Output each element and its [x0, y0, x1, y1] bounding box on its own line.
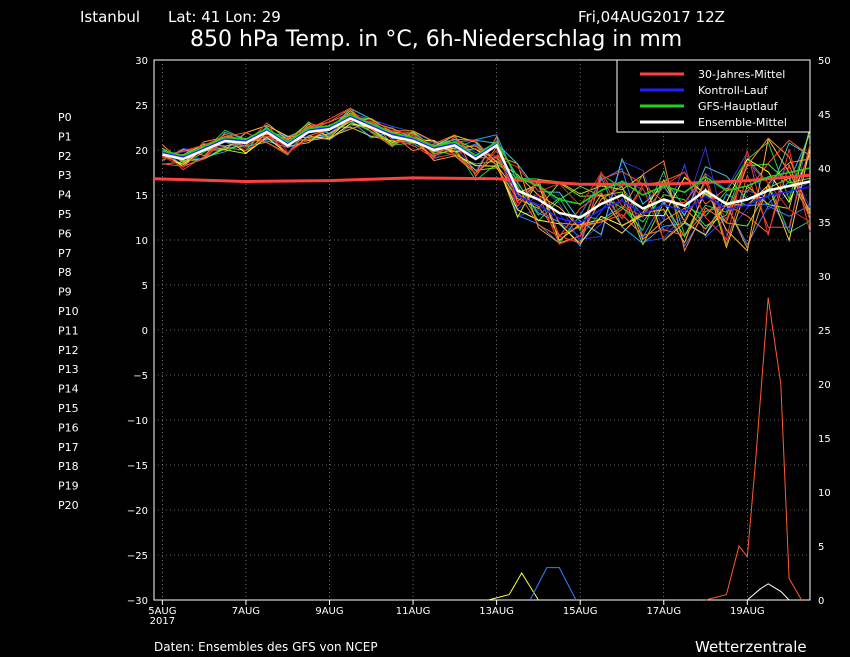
member-label: P12 [58, 344, 79, 357]
member-label: P8 [58, 266, 72, 279]
x-tick-label: 15AUG [563, 606, 598, 617]
x-tick-label: 19AUG [730, 606, 765, 617]
legend-label: GFS-Hauptlauf [698, 100, 779, 113]
legend: 30-Jahres-Mittel Kontroll-Lauf GFS-Hauptla… [616, 59, 811, 133]
member-label: P9 [58, 286, 72, 299]
climate-mean-line [153, 173, 811, 186]
y-right-tick-label: 25 [818, 326, 831, 337]
member-label: P1 [58, 130, 72, 143]
legend-label: 30-Jahres-Mittel [698, 68, 785, 81]
member-line [162, 123, 811, 245]
y-right-ticks: 0 5 10 15 20 25 30 35 40 45 50 [818, 56, 831, 607]
precip-blip-line [529, 567, 577, 601]
y-right-tick-label: 30 [818, 272, 831, 283]
member-label: P18 [58, 460, 79, 473]
gfs-main-line [162, 114, 811, 205]
y-left-tick-label: −15 [127, 461, 148, 472]
legend-box [616, 59, 811, 133]
chart-title: 850 hPa Temp. in °C, 6h-Niederschlag in … [190, 27, 682, 52]
run-label: Fri,04AUG2017 12Z [578, 8, 725, 26]
y-left-tick-label: 20 [135, 146, 148, 157]
precip-blip-line [746, 583, 790, 601]
member-label: P13 [58, 363, 79, 376]
y-right-tick-label: 40 [818, 164, 831, 175]
precip-series [488, 297, 803, 601]
member-label: P14 [58, 383, 79, 396]
member-label: P2 [58, 150, 72, 163]
y-left-tick-label: 30 [135, 56, 148, 67]
member-label: P7 [58, 247, 72, 260]
y-right-tick-label: 10 [818, 488, 831, 499]
source-label: Daten: Ensembles des GFS von NCEP [154, 640, 378, 654]
y-left-tick-label: −20 [127, 506, 148, 517]
member-label: P10 [58, 305, 79, 318]
y-left-tick-label: 5 [142, 281, 148, 292]
location-label: Istanbul [80, 8, 140, 26]
y-left-tick-label: −10 [127, 416, 148, 427]
precip-line [705, 297, 803, 601]
x-tick-label: 7AUG [232, 606, 260, 617]
x-tick-label: 5AUG [148, 606, 176, 617]
y-left-tick-label: −25 [127, 551, 148, 562]
legend-label: Kontroll-Lauf [698, 84, 769, 97]
x-tick-label: 9AUG [315, 606, 343, 617]
coords-label: Lat: 41 Lon: 29 [168, 8, 281, 26]
y-right-tick-label: 0 [818, 596, 824, 607]
y-left-tick-label: −5 [133, 371, 148, 382]
x-tick-sublabel: 2017 [150, 616, 175, 627]
member-label: P3 [58, 169, 72, 182]
precip-blip-line [488, 572, 539, 601]
y-left-tick-label: 10 [135, 236, 148, 247]
member-label: P16 [58, 421, 79, 434]
y-right-tick-label: 5 [818, 542, 824, 553]
member-line [162, 117, 811, 245]
control-run-line [162, 115, 811, 224]
x-tick-label: 13AUG [479, 606, 514, 617]
member-label: P20 [58, 499, 79, 512]
grid [154, 60, 810, 600]
member-labels: P0 P1 P2 P3 P4 P5 P6 P7 P8 P9 P10 P11 P12 P13 P14 P15 P1… [58, 111, 79, 512]
member-label: P11 [58, 324, 79, 337]
brand-label: Wetterzentrale [695, 638, 807, 656]
member-label: P19 [58, 480, 79, 493]
x-tick-label: 17AUG [646, 606, 681, 617]
ensemble-mean-line [162, 117, 811, 219]
member-label: P0 [58, 111, 72, 124]
member-label: P5 [58, 208, 72, 221]
y-left-tick-label: 0 [142, 326, 148, 337]
x-tick-label: 11AUG [396, 606, 431, 617]
member-label: P17 [58, 441, 79, 454]
y-left-tick-label: −30 [127, 596, 148, 607]
member-label: P15 [58, 402, 79, 415]
y-left-ticks: −30 −25 −20 −15 −10 −5 0 5 10 15 20 25 30 [127, 56, 148, 607]
legend-label: Ensemble-Mittel [698, 116, 787, 129]
member-label: P4 [58, 189, 72, 202]
y-right-tick-label: 50 [818, 56, 831, 67]
y-right-tick-label: 35 [818, 218, 831, 229]
y-left-tick-label: 15 [135, 191, 148, 202]
y-right-tick-label: 45 [818, 110, 831, 121]
special-series [153, 114, 811, 224]
y-left-tick-label: 25 [135, 101, 148, 112]
member-label: P6 [58, 227, 72, 240]
y-right-tick-label: 15 [818, 434, 831, 445]
y-right-tick-label: 20 [818, 380, 831, 391]
